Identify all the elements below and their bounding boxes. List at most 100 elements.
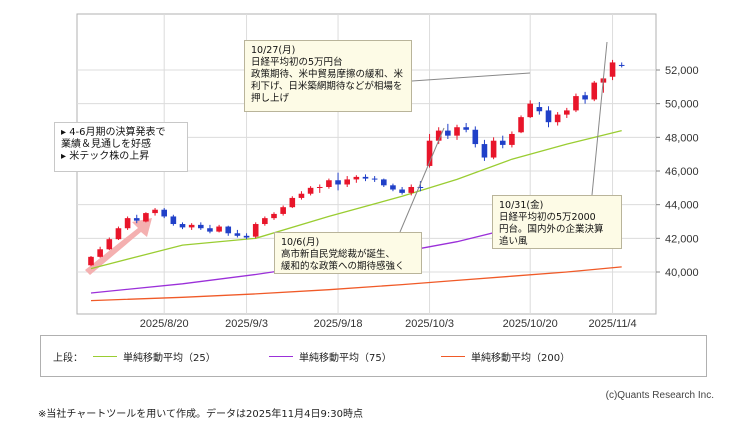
candle-down <box>170 216 177 225</box>
annotation-line: 政策期待、米中貿易摩擦の緩和、米 <box>251 69 404 80</box>
legend-item-ma75: 単純移動平均（75） <box>269 349 392 364</box>
candle-up <box>298 193 305 198</box>
candle-up <box>280 207 286 214</box>
candle-down <box>481 144 488 158</box>
candle-up <box>326 180 332 187</box>
footnote: ※当社チャートツールを用いて作成。データは2025年11月4日9:30時点 <box>38 409 363 420</box>
candle-down <box>198 224 204 229</box>
y-tick-label: 52,000 <box>665 65 699 77</box>
candle-up <box>591 82 598 100</box>
annotation-oct6: 10/6(月) 高市新自民党総裁が誕生、 緩和的な政策への期待感強く <box>274 232 422 274</box>
candle-up <box>426 140 433 166</box>
candle-up <box>124 218 131 229</box>
x-tick-label: 2025/11/4 <box>588 318 636 330</box>
legend-label: 単純移動平均（75） <box>299 353 392 364</box>
candle-up <box>271 213 277 219</box>
y-tick-label: 42,000 <box>665 233 699 245</box>
candle-down <box>499 140 506 145</box>
candle-up <box>408 186 415 193</box>
candle-down <box>371 178 378 180</box>
annotation-oct27: 10/27(月) 日経平均初の5万円台 政策期待、米中貿易摩擦の緩和、米 利下げ… <box>244 40 412 112</box>
legend-swatch <box>269 356 293 357</box>
candle-down <box>207 228 213 232</box>
candle-down <box>445 130 451 136</box>
candle-down <box>472 129 479 145</box>
ma-line-2 <box>90 266 622 302</box>
leader-oct6 <box>399 127 445 233</box>
annotation-leaders <box>399 41 608 233</box>
x-tick-label: 2025/9/3 <box>225 318 268 330</box>
candle-up <box>216 226 222 232</box>
candle-down <box>133 218 140 221</box>
candle-up <box>307 187 314 194</box>
legend-swatch <box>441 356 465 357</box>
candle-down <box>243 235 250 238</box>
annotation-oct31: 10/31(金) 日経平均初の5万2000 円台。国内外の企業決算 追い風 <box>492 195 622 249</box>
leader-oct31 <box>591 41 608 196</box>
candle-down <box>582 95 588 100</box>
x-axis: 2025/8/20 2025/9/3 2025/9/18 2025/10/3 2025/… <box>140 318 637 330</box>
legend-item-ma25: 単純移動平均（25） <box>93 349 216 364</box>
y-tick-label: 44,000 <box>665 200 699 212</box>
leader-oct27 <box>411 72 531 82</box>
candle-up <box>344 179 350 185</box>
candle-down <box>417 186 424 188</box>
candle-up <box>316 186 323 188</box>
candle-up <box>252 224 259 237</box>
candle-down <box>335 180 341 185</box>
candle-down <box>536 107 543 112</box>
candle-up <box>188 224 195 228</box>
candle-down <box>618 64 625 66</box>
candle-up <box>454 127 460 136</box>
candle-up <box>88 256 94 266</box>
annotation-line: 押し上げ <box>251 93 290 104</box>
annotation-line: ▸ 米テック株の上昇 <box>61 151 150 162</box>
candle-down <box>390 185 396 190</box>
y-tick-label: 48,000 <box>665 132 699 144</box>
candle-down <box>463 127 469 130</box>
candle-up <box>609 62 616 77</box>
candle-down <box>161 209 167 217</box>
legend-title: 上段： <box>53 353 83 364</box>
annotation-line: 業績＆見通しを好感 <box>61 139 151 150</box>
x-tick-label: 2025/9/18 <box>314 318 363 330</box>
x-tick-label: 2025/10/20 <box>503 318 558 330</box>
candle-up <box>152 209 158 214</box>
annotation-line: 10/31(金) <box>499 200 544 211</box>
annotation-line: 10/6(月) <box>281 237 320 248</box>
candle-up <box>106 239 113 250</box>
candle-down <box>362 176 369 179</box>
y-tick-label: 50,000 <box>665 99 699 111</box>
candle-down <box>225 226 232 234</box>
annotation-line: 日経平均初の5万2000 <box>499 212 596 223</box>
legend-item-ma200: 単純移動平均（200） <box>441 349 570 364</box>
annotation-line: 利下げ、日米築網期待などが相場を <box>251 81 403 92</box>
y-tick-label: 46,000 <box>665 166 699 178</box>
candle-down <box>179 224 186 228</box>
candle-up <box>262 218 268 225</box>
candle-up <box>564 110 570 115</box>
uptrend-arrow <box>85 218 152 275</box>
legend: 上段： 単純移動平均（25） 単純移動平均（75） 単純移動平均（200） <box>40 335 707 377</box>
candle-up <box>435 130 442 141</box>
annotation-line: 10/27(月) <box>251 45 296 56</box>
candle-up <box>115 228 122 240</box>
ma-line-0 <box>90 129 622 270</box>
x-tick-label: 2025/8/20 <box>140 318 189 330</box>
legend-label: 単純移動平均（25） <box>123 353 216 364</box>
annotation-line: 日経平均初の5万円台 <box>251 57 343 68</box>
annotation-earnings: ▸ 4-6月期の決算発表で 業績＆見通しを好感 ▸ 米テック株の上昇 <box>54 122 188 172</box>
candle-down <box>545 110 552 123</box>
annotation-line: 追い風 <box>499 236 528 247</box>
candle-down <box>234 233 241 236</box>
candle-up <box>509 133 515 145</box>
candle-up <box>554 114 561 123</box>
candle-up <box>97 249 103 257</box>
annotation-line: 緩和的な政策への期待感強く <box>281 261 405 272</box>
y-axis: 40,000 42,000 44,000 46,000 48,000 50,000 52,0… <box>656 65 699 279</box>
candle-up <box>573 96 579 111</box>
annotation-line: 高市新自民党総裁が誕生、 <box>281 249 396 260</box>
candle-up <box>289 197 296 208</box>
candle-up <box>527 103 533 118</box>
annotation-line: 円台。国内外の企業決算 <box>499 224 604 235</box>
